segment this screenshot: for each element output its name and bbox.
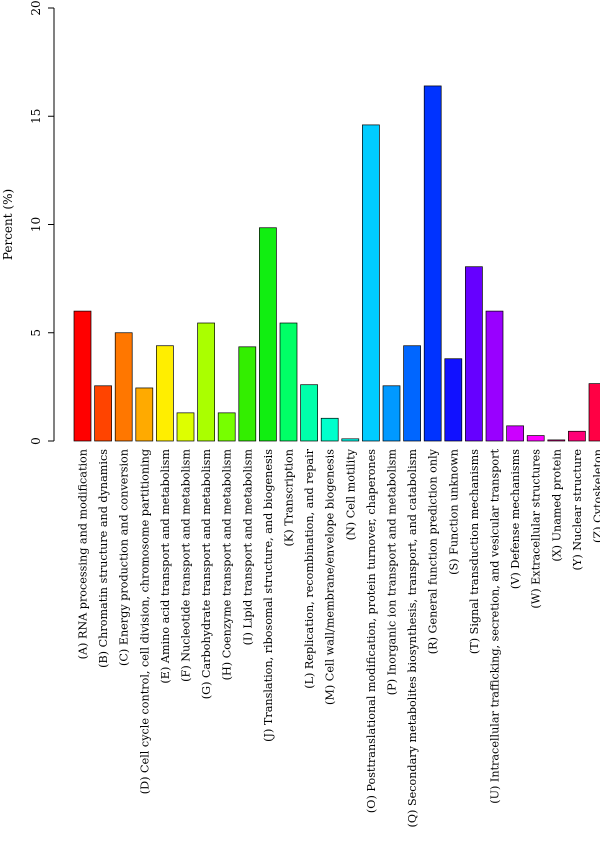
y-axis-label: Percent (%) <box>1 189 15 260</box>
x-tick-label: (K) Transcription <box>283 449 296 546</box>
x-tick-label: (U) Intracellular trafficking, secretion… <box>489 448 502 803</box>
x-tick-label: (Q) Secondary metabolites biosynthesis, … <box>406 449 419 828</box>
x-tick-label: (I) Lipid transport and metabolism <box>241 449 254 646</box>
x-tick-label: (V) Defense mechanisms <box>509 449 522 589</box>
x-tick-label: (S) Function unknown <box>447 449 460 575</box>
x-tick-label: (N) Cell motility <box>344 448 357 540</box>
bar <box>217 412 236 442</box>
y-tick-label: 20 <box>29 0 43 15</box>
y-tick-label: 15 <box>29 109 43 124</box>
x-tick-label: (X) Unamed protein <box>550 449 563 562</box>
bar <box>423 85 442 442</box>
bar <box>300 384 318 442</box>
bar <box>176 412 195 442</box>
x-axis-labels: (A) RNA processing and modification (B) C… <box>77 448 600 827</box>
bar <box>526 435 545 442</box>
bar <box>135 387 154 442</box>
x-tick-label: (D) Cell cycle control, cell division, c… <box>138 449 151 794</box>
x-tick-label: (M) Cell wall/membrane/envelope biogenes… <box>324 449 337 705</box>
y-tick-label: 5 <box>29 329 43 337</box>
x-tick-label: (W) Extracellular structures <box>530 449 543 609</box>
bar <box>197 322 215 442</box>
bar <box>156 345 174 442</box>
bar <box>444 358 463 442</box>
bar <box>238 346 257 442</box>
bar <box>485 310 504 442</box>
x-tick-label: (H) Coenzyme transport and metabolism <box>221 449 234 681</box>
bar <box>506 425 524 442</box>
x-tick-label: (B) Chromatin structure and dynamics <box>97 449 110 668</box>
x-tick-label: (Z) Cytoskeleton <box>592 449 600 543</box>
bar <box>94 385 112 442</box>
x-tick-label: (E) Amino acid transport and metabolism <box>159 449 172 684</box>
bars <box>73 85 600 442</box>
bar <box>568 430 586 442</box>
x-tick-label: (T) Signal transduction mechanisms <box>468 449 481 654</box>
bar <box>279 322 298 442</box>
x-tick-label: (F) Nucleotide transport and metabolism <box>180 449 193 682</box>
bar <box>588 383 600 442</box>
y-axis: 0 5 10 15 20 <box>29 0 55 445</box>
y-tick-label: 10 <box>29 217 43 232</box>
bar <box>320 417 339 442</box>
bar <box>73 310 92 442</box>
bar <box>382 385 401 442</box>
x-tick-label: (R) General function prediction only <box>427 448 440 654</box>
x-tick-label: (P) Inorganic ion transport and metaboli… <box>386 449 399 696</box>
bar <box>362 124 380 442</box>
bar <box>259 227 277 442</box>
x-tick-label: (L) Replication, recombination, and repa… <box>303 448 316 688</box>
bar <box>547 439 566 442</box>
x-tick-label: (O) Posttranslational modification, prot… <box>365 449 378 813</box>
y-tick-label: 0 <box>29 437 43 445</box>
x-tick-label: (Y) Nuclear structure <box>571 449 584 571</box>
bar <box>341 438 360 442</box>
bar <box>114 332 133 442</box>
bar <box>403 345 421 442</box>
x-tick-label: (J) Translation, ribosomal structure, an… <box>262 449 275 742</box>
x-tick-label: (A) RNA processing and modification <box>77 449 90 659</box>
x-tick-label: (C) Energy production and conversion <box>118 449 131 666</box>
x-tick-label: (G) Carbohydrate transport and metabolis… <box>200 449 213 700</box>
bar <box>465 266 483 442</box>
